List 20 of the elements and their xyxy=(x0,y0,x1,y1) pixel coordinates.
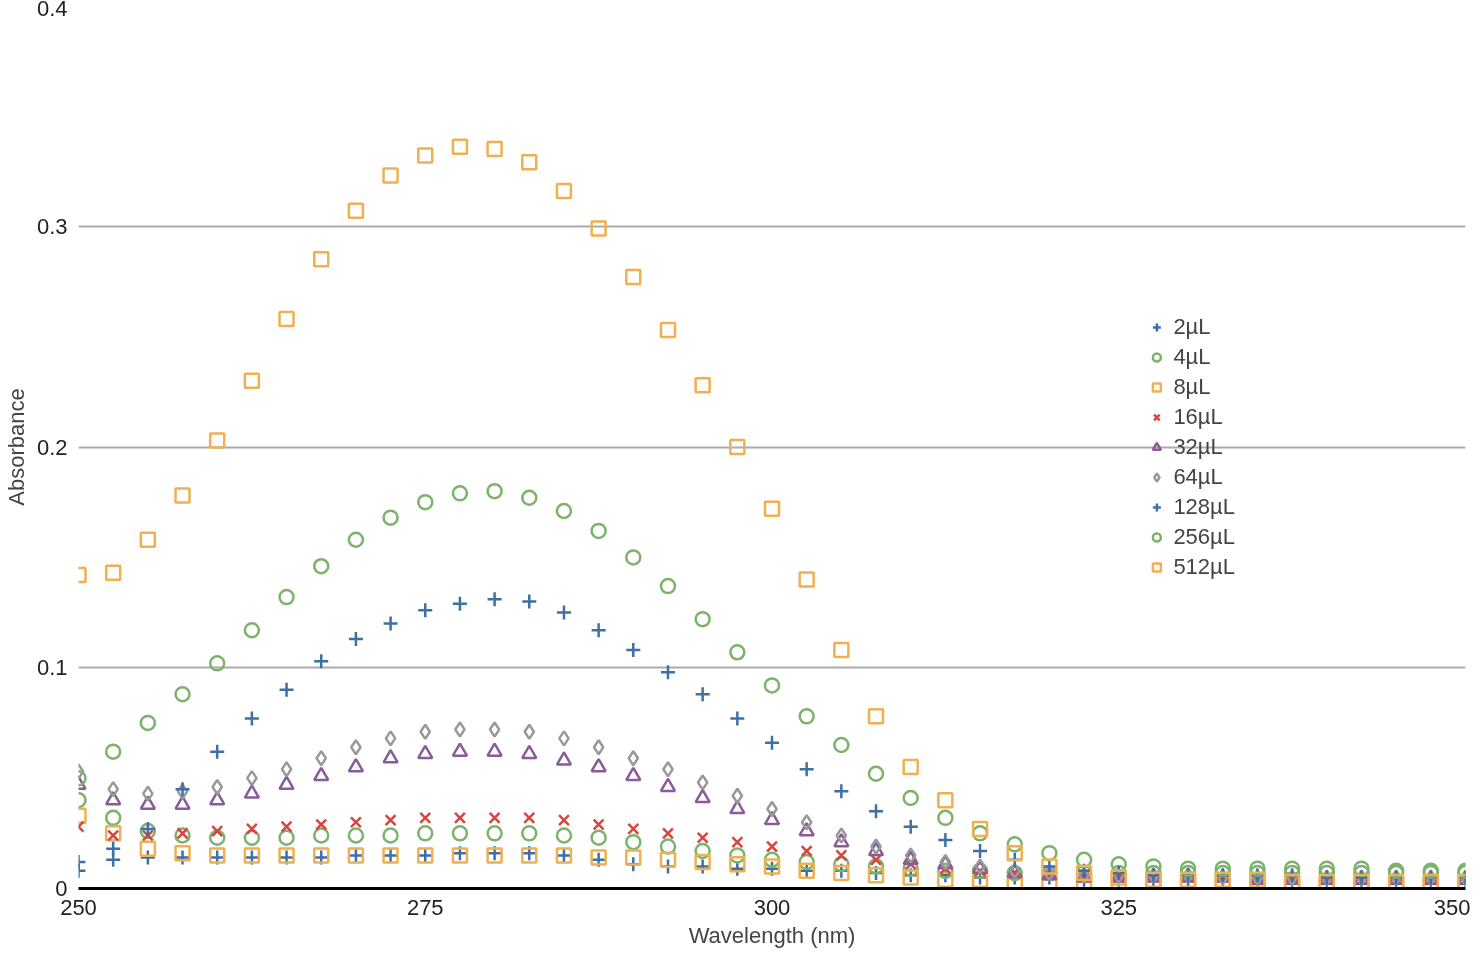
y-tick-label: 0.1 xyxy=(36,655,68,681)
x-axis-title: Wavelength (nm) xyxy=(688,922,856,948)
y-axis-title: Absorbance xyxy=(3,388,29,506)
legend-label: 2µL xyxy=(1173,313,1211,340)
legend-label: 16µL xyxy=(1173,403,1223,430)
legend-label: 64µL xyxy=(1173,463,1223,490)
x-tick-label: 300 xyxy=(753,894,791,920)
legend-label: 32µL xyxy=(1173,433,1223,460)
y-tick-label: 0.4 xyxy=(36,0,68,21)
x-tick-label: 350 xyxy=(1433,894,1471,920)
y-tick-label: 0 xyxy=(55,876,68,901)
x-tick-label: 325 xyxy=(1100,894,1138,920)
x-tick-label: 275 xyxy=(406,894,444,920)
y-tick-label: 0.2 xyxy=(36,434,68,460)
legend-label: 8µL xyxy=(1173,373,1211,400)
legend-label: 512µL xyxy=(1173,553,1235,580)
y-tick-label: 0.3 xyxy=(36,213,68,239)
legend-label: 4µL xyxy=(1173,343,1211,370)
legend-label: 256µL xyxy=(1173,523,1235,550)
legend-label: 128µL xyxy=(1173,493,1235,520)
